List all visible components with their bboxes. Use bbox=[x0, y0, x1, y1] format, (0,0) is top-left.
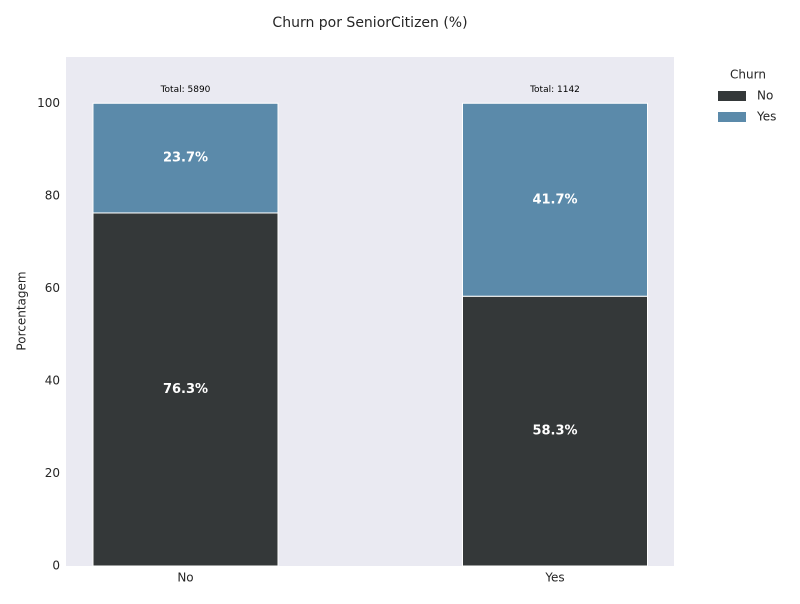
y-axis-label: Porcentagem bbox=[15, 271, 29, 350]
x-tick-label: Yes bbox=[544, 571, 564, 585]
y-tick-label: 100 bbox=[37, 96, 60, 110]
total-annotation: Total: 5890 bbox=[160, 85, 211, 95]
chart-title: Churn por SeniorCitizen (%) bbox=[272, 15, 467, 31]
legend-swatch bbox=[718, 112, 746, 122]
value-label: 23.7% bbox=[163, 151, 208, 166]
legend-title: Churn bbox=[730, 68, 766, 82]
legend-label: Yes bbox=[756, 110, 776, 124]
x-tick-label: No bbox=[177, 571, 193, 585]
bar-segment bbox=[462, 295, 648, 567]
value-label: 41.7% bbox=[532, 192, 577, 207]
y-tick-label: 40 bbox=[45, 373, 60, 387]
bar-segment bbox=[92, 102, 279, 214]
bar-segment bbox=[92, 212, 279, 567]
y-tick-label: 20 bbox=[45, 466, 60, 480]
bar-segment bbox=[462, 102, 648, 297]
legend-label: No bbox=[757, 89, 773, 103]
value-label: 76.3% bbox=[163, 382, 208, 397]
total-annotation: Total: 1142 bbox=[529, 85, 580, 95]
y-tick-label: 60 bbox=[45, 281, 60, 295]
y-tick-label: 0 bbox=[52, 559, 60, 573]
legend-swatch bbox=[718, 91, 746, 101]
y-tick-label: 80 bbox=[45, 188, 60, 202]
value-label: 58.3% bbox=[532, 424, 577, 439]
